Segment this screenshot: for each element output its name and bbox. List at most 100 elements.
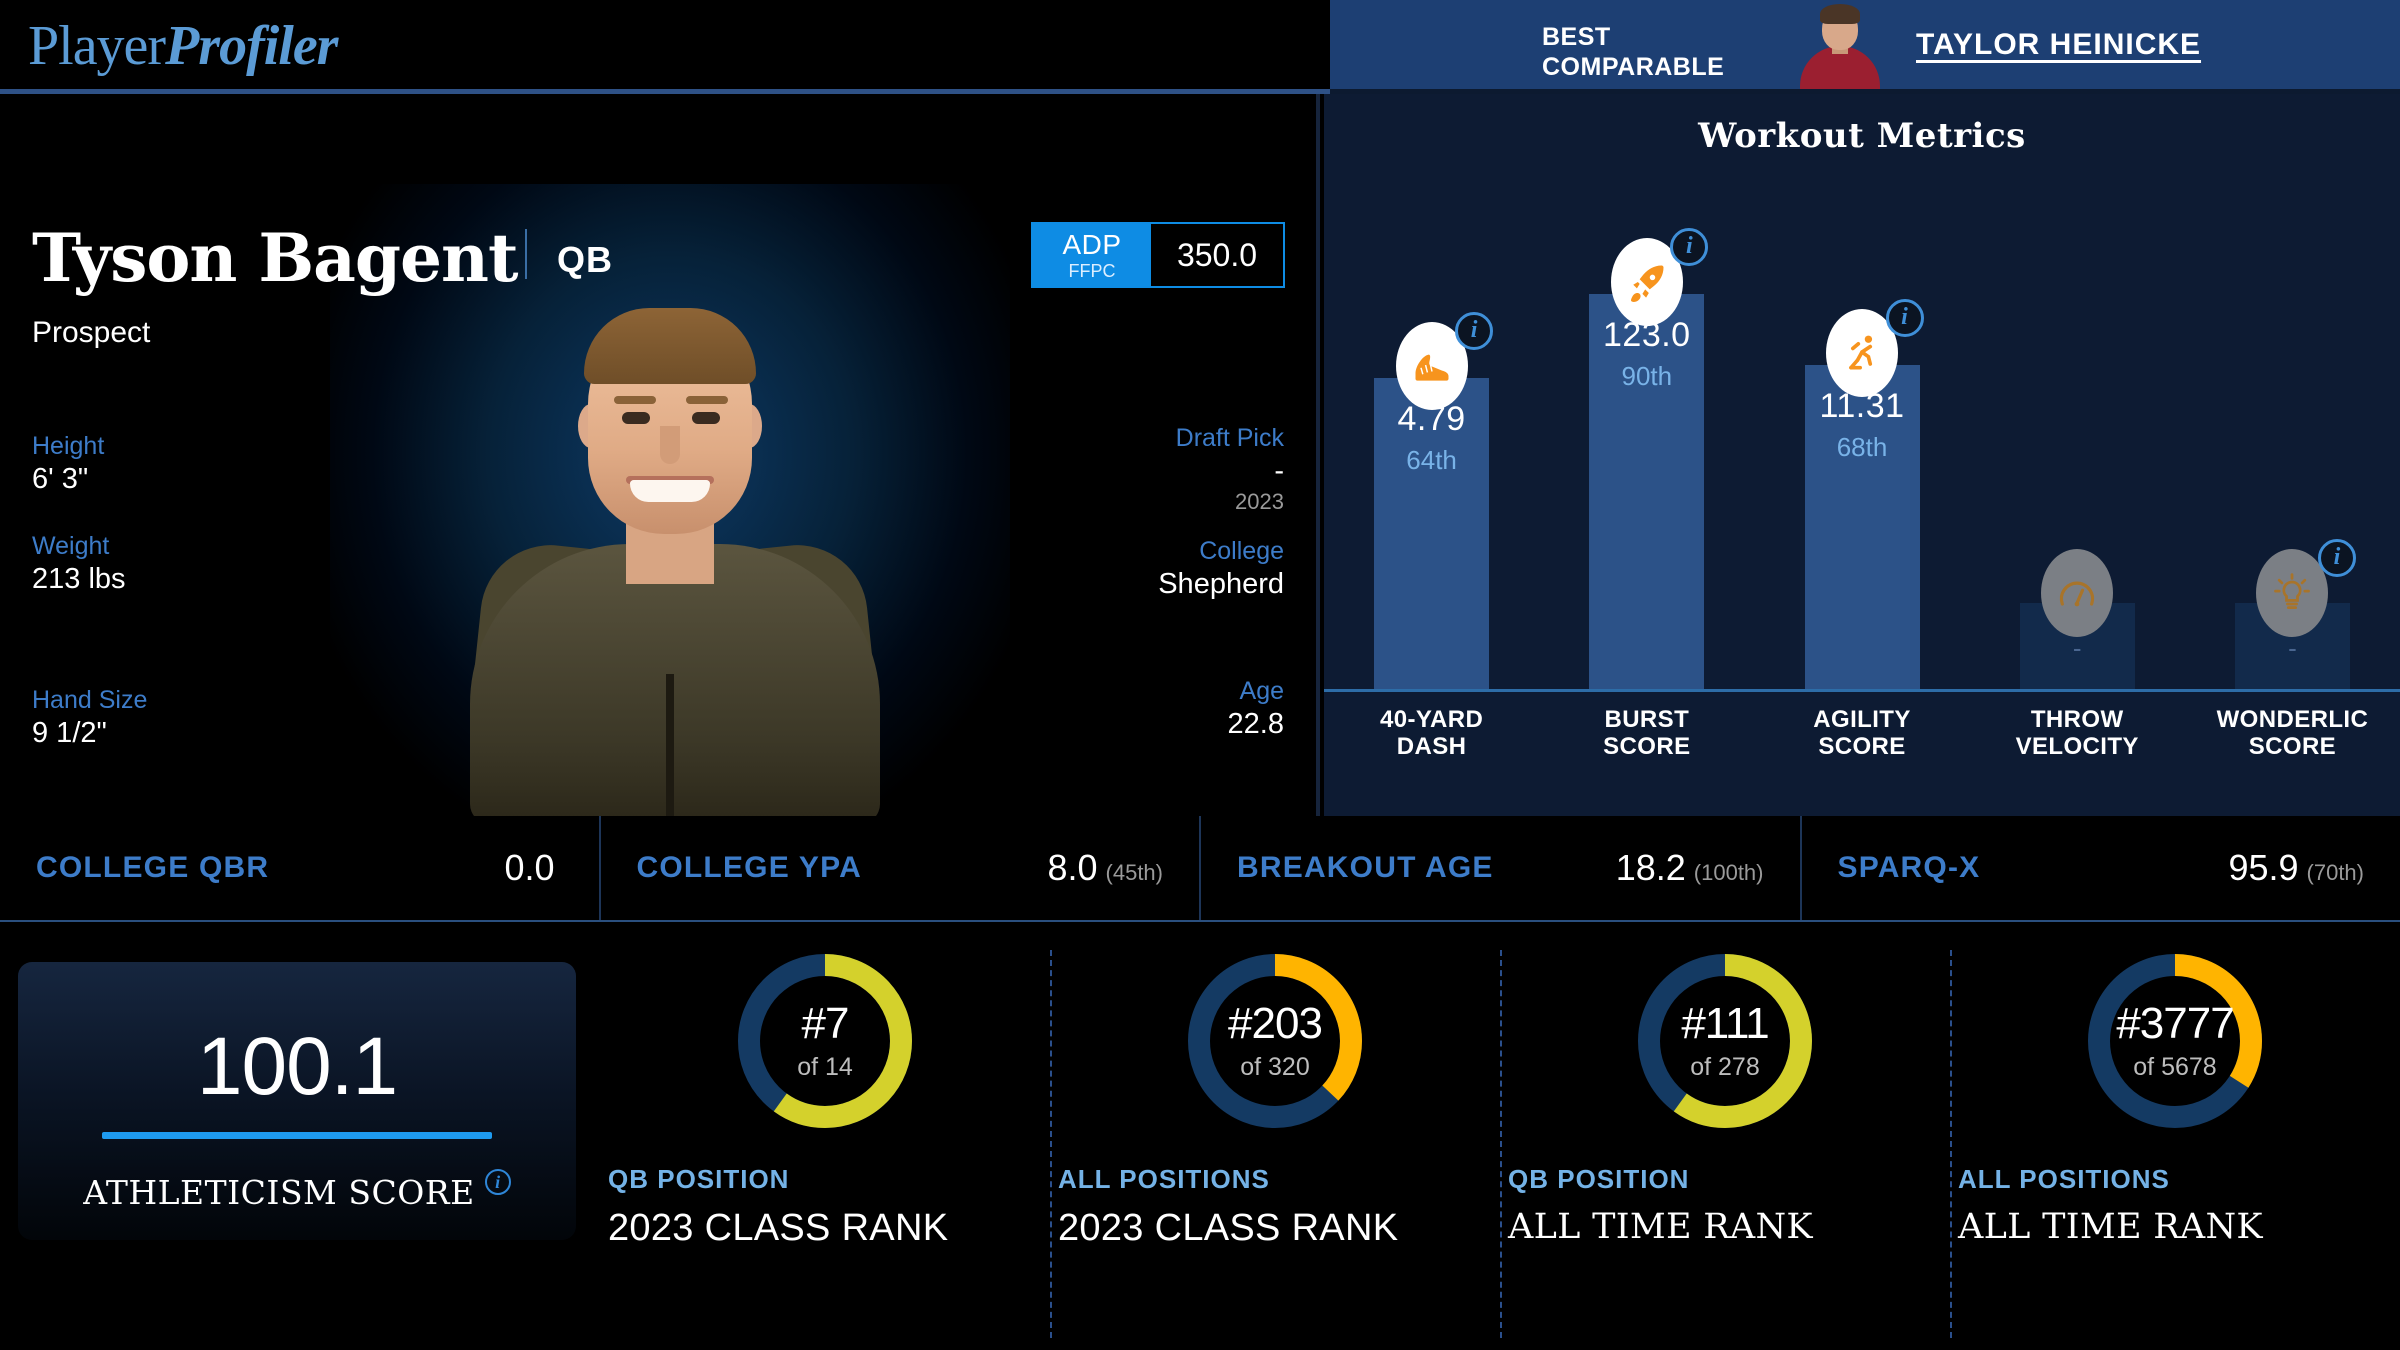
adp-badge-label: ADP FFPC xyxy=(1033,224,1151,286)
athleticism-score-label-row: ATHLETICISM SCORE i xyxy=(83,1169,511,1212)
workout-metrics-title: Workout Metrics xyxy=(1698,116,2026,156)
stat-college-value: Shepherd xyxy=(1158,567,1284,600)
name-position-divider xyxy=(525,229,527,279)
bar-column-throw-velocity: - xyxy=(1970,209,2185,689)
player-status: Prospect xyxy=(32,316,151,349)
best-comparable-label-line1: BEST xyxy=(1542,23,1611,51)
chart-x-axis-labels: 40-YARD DASH BURST SCORE AGILITY SCORE THRO… xyxy=(1324,692,2400,782)
player-portrait xyxy=(330,244,1010,816)
college-metrics-strip: COLLEGE QBR 0.0 COLLEGE YPA 8.0 (45th) B… xyxy=(0,816,2400,922)
lightbulb-icon xyxy=(2256,548,2329,637)
stat-hand-size-label: Hand Size xyxy=(32,686,148,714)
rank-card-all-2023-class: #203 of 320 ALL POSITIONS 2023 CLASS RAN… xyxy=(1050,922,1500,1350)
stat-weight-label: Weight xyxy=(32,532,110,560)
adp-value: 350.0 xyxy=(1151,224,1283,286)
chart-axis-line xyxy=(1324,689,2400,692)
metric-sparq-x-values: 95.9 (70th) xyxy=(2228,847,2364,889)
rank-card-qb-all-time: #111 of 278 QB POSITION ALL TIME RANK xyxy=(1500,922,1950,1350)
x-label-agility-score: AGILITY SCORE xyxy=(1813,706,1911,760)
metric-sparq-x[interactable]: SPARQ-X 95.9 (70th) xyxy=(1802,816,2400,920)
bar-column-agility-score: i 11.31 68th xyxy=(1754,209,1969,689)
stat-college: College Shepherd xyxy=(1158,537,1284,602)
bar-column-40-yard-dash: i 4.79 64th xyxy=(1324,209,1539,689)
bar-wonderlic-score[interactable]: i - xyxy=(2234,538,2356,689)
metric-college-qbr[interactable]: COLLEGE QBR 0.0 xyxy=(0,816,601,920)
stat-hand-size: Hand Size 9 1/2" xyxy=(32,686,147,751)
metric-breakout-age-value: 18.2 xyxy=(1615,847,1686,888)
comparable-player-avatar xyxy=(1790,0,1890,89)
info-icon-wonderlic-score[interactable]: i xyxy=(2317,538,2356,577)
playerprofiler-logo[interactable]: PlayerProfiler xyxy=(28,14,338,78)
portrait-zipper xyxy=(666,674,674,816)
bar-40-yard-dash[interactable]: i 4.79 64th xyxy=(1374,311,1494,689)
stat-height-value: 6' 3" xyxy=(32,462,89,495)
info-icon-burst-score[interactable]: i xyxy=(1670,227,1709,266)
donut-arc-qb-2023-class xyxy=(738,954,912,1128)
page-title: Tyson Bagent xyxy=(32,219,519,297)
bar-burst-score[interactable]: i 123.0 90th xyxy=(1589,227,1709,689)
stat-college-label: College xyxy=(1199,537,1284,565)
info-icon-athleticism-score[interactable]: i xyxy=(484,1169,511,1195)
stat-draft-pick: Draft Pick - 2023 xyxy=(1176,424,1284,515)
metric-college-ypa-values: 8.0 (45th) xyxy=(1047,847,1163,889)
top-bar: PlayerProfiler BEST COMPARABLE TAYLOR HE… xyxy=(0,0,2400,94)
metric-sparq-x-percentile: (70th) xyxy=(2306,860,2364,885)
athleticism-score-card[interactable]: 100.1 ATHLETICISM SCORE i xyxy=(18,962,576,1240)
stat-weight: Weight 213 lbs xyxy=(32,532,126,597)
metric-sparq-x-label: SPARQ-X xyxy=(1837,851,1981,884)
info-icon-40-yard-dash[interactable]: i xyxy=(1455,311,1494,350)
metric-breakout-age-percentile: (100th) xyxy=(1693,860,1764,885)
metric-breakout-age-label: BREAKOUT AGE xyxy=(1237,851,1494,884)
bar-agility-score[interactable]: i 11.31 68th xyxy=(1804,298,1924,689)
rank-value-qb-2023-class: #7 xyxy=(801,999,850,1048)
x-label-burst-score: BURST SCORE xyxy=(1603,706,1691,760)
comparable-player-link[interactable]: TAYLOR HEINICKE xyxy=(1916,28,2202,61)
rank-title-qb-2023-class: 2023 CLASS RANK xyxy=(608,1207,949,1249)
donut-center-all-all-time: #3777 of 5678 xyxy=(2084,950,2266,1132)
stat-draft-pick-value: - xyxy=(1274,454,1284,487)
metric-college-ypa[interactable]: COLLEGE YPA 8.0 (45th) xyxy=(601,816,1201,920)
adp-source: FFPC xyxy=(1068,260,1116,281)
rank-card-qb-2023-class: #7 of 14 QB POSITION 2023 CLASS RANK xyxy=(600,922,1050,1350)
stat-hand-size-value: 9 1/2" xyxy=(32,716,107,749)
player-position: QB xyxy=(557,239,613,280)
metric-breakout-age[interactable]: BREAKOUT AGE 18.2 (100th) xyxy=(1201,816,1802,920)
stat-weight-value: 213 lbs xyxy=(32,562,126,595)
rank-card-all-all-time: #3777 of 5678 ALL POSITIONS ALL TIME RAN… xyxy=(1950,922,2400,1350)
athleticism-score-label: ATHLETICISM SCORE xyxy=(83,1173,475,1212)
donut-qb-2023-class: #7 of 14 xyxy=(734,950,916,1132)
rank-scope-all-all-time: ALL POSITIONS xyxy=(1958,1164,2170,1194)
bar-value-wonderlic-score: - xyxy=(2288,632,2297,663)
metric-college-qbr-label: COLLEGE QBR xyxy=(36,851,270,884)
rank-scope-qb-all-time: QB POSITION xyxy=(1508,1164,1690,1194)
bar-throw-velocity[interactable]: - xyxy=(2019,548,2135,689)
logo-part-profiler: Profiler xyxy=(165,15,338,77)
rank-total-qb-all-time: of 278 xyxy=(1690,1053,1760,1081)
stat-height-label: Height xyxy=(32,432,105,460)
speedometer-icon xyxy=(2041,548,2114,637)
brand-bar: PlayerProfiler xyxy=(0,0,1330,94)
rank-total-all-all-time: of 5678 xyxy=(2133,1053,2217,1081)
metric-college-ypa-percentile: (45th) xyxy=(1105,860,1163,885)
portrait-brow-left xyxy=(614,396,656,404)
bar-column-wonderlic-score: i - xyxy=(2185,209,2400,689)
best-comparable-label-line2: COMPARABLE xyxy=(1542,53,1725,81)
rank-total-qb-2023-class: of 14 xyxy=(797,1053,853,1081)
athleticism-score-underline xyxy=(102,1132,492,1139)
rank-total-all-2023-class: of 320 xyxy=(1240,1053,1310,1081)
bar-percentile-40-yard-dash: 64th xyxy=(1406,444,1457,475)
logo-part-player: Player xyxy=(28,15,166,77)
donut-center-qb-2023-class: #7 of 14 xyxy=(734,950,916,1132)
workout-metrics-panel: Workout Metrics i 4.79 64th xyxy=(1324,94,2400,816)
best-comparable-bar: BEST COMPARABLE TAYLOR HEINICKE xyxy=(1330,0,2400,94)
bar-percentile-burst-score: 90th xyxy=(1621,360,1673,391)
portrait-hoodie xyxy=(470,544,880,816)
rank-value-all-all-time: #3777 xyxy=(2116,999,2234,1048)
adp-badge[interactable]: ADP FFPC 350.0 xyxy=(1031,222,1285,288)
bar-value-throw-velocity: - xyxy=(2072,632,2082,663)
info-icon-agility-score[interactable]: i xyxy=(1885,298,1924,337)
chart-bars: i 4.79 64th i 123.0 90th xyxy=(1324,209,2400,689)
rank-donuts: #7 of 14 QB POSITION 2023 CLASS RANK #20… xyxy=(600,922,2400,1350)
donut-arc-all-all-time xyxy=(2088,954,2262,1128)
metric-college-ypa-label: COLLEGE YPA xyxy=(636,851,862,884)
